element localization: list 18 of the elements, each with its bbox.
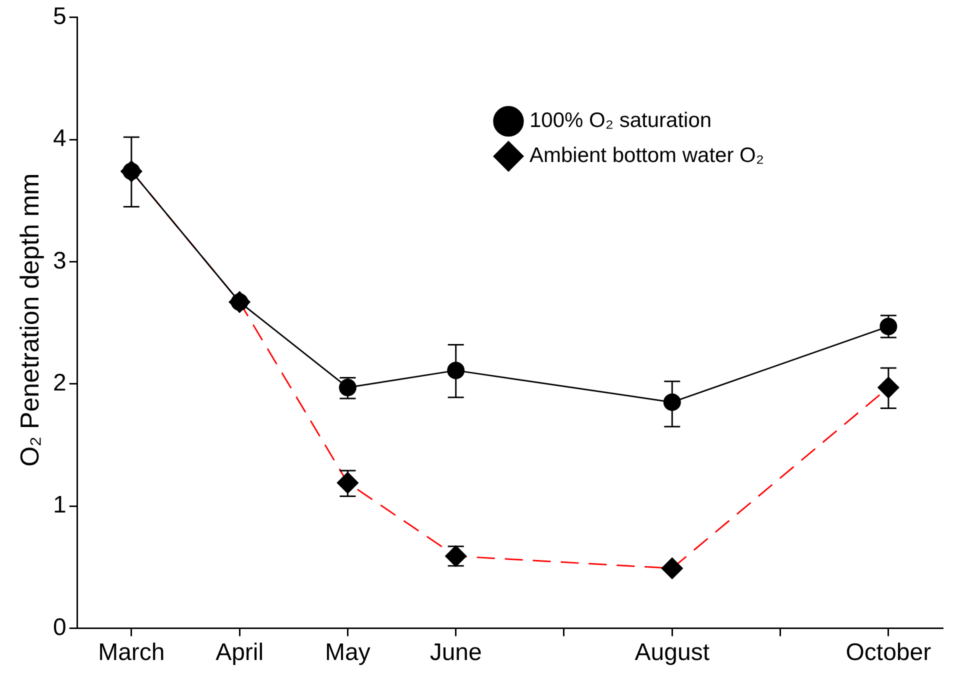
point: [663, 393, 681, 411]
y-tick-label: 4: [52, 125, 66, 152]
x-tick-label: June: [430, 639, 482, 666]
legend-label: Ambient bottom water O₂: [529, 144, 764, 168]
x-tick-label: August: [634, 639, 710, 666]
y-tick-label: 3: [52, 247, 66, 274]
x-tick-label: April: [216, 639, 264, 666]
x-tick-label: March: [98, 639, 165, 666]
legend-label: 100% O₂ saturation: [529, 109, 712, 132]
y-tick-label: 2: [52, 370, 66, 397]
x-tick-label: May: [325, 639, 370, 666]
y-tick-label: 0: [52, 614, 66, 641]
y-tick-label: 5: [52, 3, 66, 30]
y-tick-label: 1: [52, 492, 66, 519]
point: [447, 362, 465, 380]
point: [338, 378, 356, 396]
y-axis-title: O₂ Penetration depth mm: [14, 173, 46, 467]
x-tick-label: October: [846, 639, 932, 666]
